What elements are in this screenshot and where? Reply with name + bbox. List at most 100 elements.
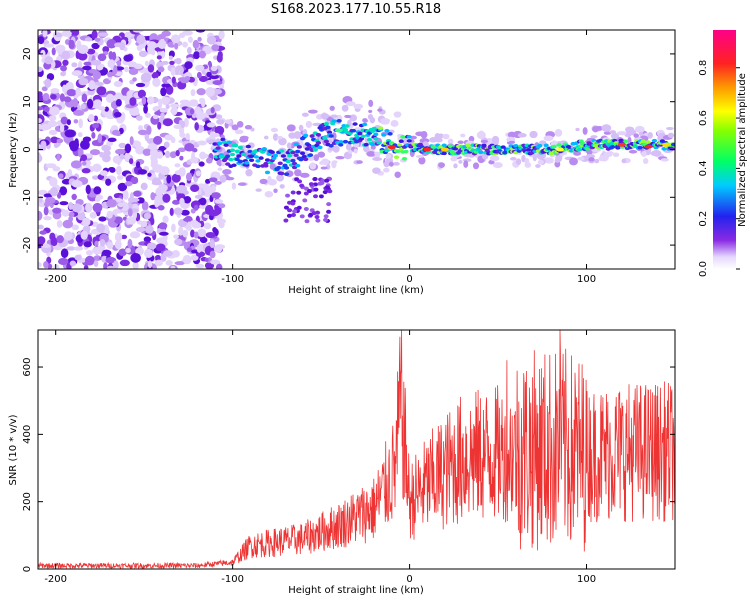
tail-blob [326,209,332,214]
noise-blob [208,209,220,217]
noise-blob [94,196,101,202]
noise-blob [38,189,48,196]
halo-blob [447,138,454,145]
ridge-blob [233,143,239,148]
peak-blob [555,147,564,152]
noise-blob [106,210,113,219]
halo-blob [517,132,527,138]
tail-blob [322,190,328,195]
noise-blob [108,51,114,60]
halo-blob [521,154,526,163]
noise-blob [50,88,60,94]
noise-blob [182,41,188,48]
noise-blob [179,155,184,161]
noise-blob [82,136,92,143]
halo-blob [577,156,585,161]
halo-blob [515,158,522,165]
noise-blob [195,170,202,177]
bottom-ytick-label: 0 [22,566,33,572]
noise-blob [209,74,220,80]
halo-blob [460,133,466,138]
noise-blob [94,37,101,42]
noise-blob [172,199,181,205]
noise-blob [54,32,64,38]
noise-blob [162,215,169,224]
noise-blob [158,231,169,236]
noise-blob [143,236,152,243]
halo-blob [341,104,349,112]
colorbar-tick-label: 0.0 [698,261,709,277]
halo-blob [383,167,390,173]
halo-blob [362,118,368,123]
noise-blob [99,170,109,176]
bottom-xtick-label: -100 [221,574,244,585]
halo-blob [410,135,417,140]
bottom-ylabel: SNR (10 * v/v) [8,414,19,485]
tail-blob [285,193,291,198]
noise-blob [70,160,82,169]
halo-blob [276,135,283,140]
noise-blob [129,192,134,202]
halo-blob [372,157,383,161]
noise-blob [60,71,66,77]
noise-blob [157,66,165,73]
ridge-blob [403,149,409,154]
bottom-xtick-label: 0 [406,574,412,585]
halo-blob [234,129,244,135]
ridge-blob [309,134,315,138]
halo-blob [317,151,326,158]
peak-blob [387,145,396,150]
noise-blob [190,89,196,97]
noise-blob [187,36,193,43]
tail-blob [304,219,310,224]
noise-blob [218,220,225,229]
tail-blob [290,212,296,217]
ridge-blob [263,164,269,168]
noise-blob [48,129,58,136]
ridge-blob [271,156,277,161]
halo-blob [385,154,392,159]
noise-blob [116,60,122,67]
noise-blob [169,60,175,65]
noise-blob [103,262,108,269]
halo-blob [286,124,296,132]
noise-blob [41,243,51,248]
halo-blob [476,131,486,139]
noise-blob [186,46,192,55]
noise-blob [101,144,112,152]
noise-blob [136,220,144,225]
tail-blob [287,208,293,213]
ridge-blob [217,141,223,146]
halo-blob [320,166,328,170]
halo-blob [415,131,425,137]
noise-blob [185,172,193,181]
ridge-blob [255,164,261,169]
ridge-blob [338,140,344,144]
halo-blob [529,130,538,139]
halo-blob [434,137,443,143]
ridge-blob [295,163,301,168]
noise-blob [106,265,115,269]
ridge-blob [556,143,562,147]
noise-blob [135,115,143,121]
noise-blob [169,151,177,159]
noise-blob [132,261,139,269]
noise-blob [96,88,106,94]
halo-blob [298,124,304,132]
ridge-blob [279,171,285,176]
noise-blob [147,172,152,177]
noise-blob [72,109,84,116]
noise-blob [205,86,215,97]
ridge-blob [255,159,261,163]
noise-blob [62,59,69,66]
halo-blob [264,191,274,198]
ridge-blob [381,133,387,137]
ridge-blob [215,146,221,150]
noise-blob [170,136,176,144]
noise-blob [192,39,200,49]
noise-blob [59,124,65,133]
noise-blob [210,95,218,101]
colorbar-tick-label: 0.4 [698,160,709,176]
noise-blob [173,124,184,129]
ridge-blob [323,122,330,126]
